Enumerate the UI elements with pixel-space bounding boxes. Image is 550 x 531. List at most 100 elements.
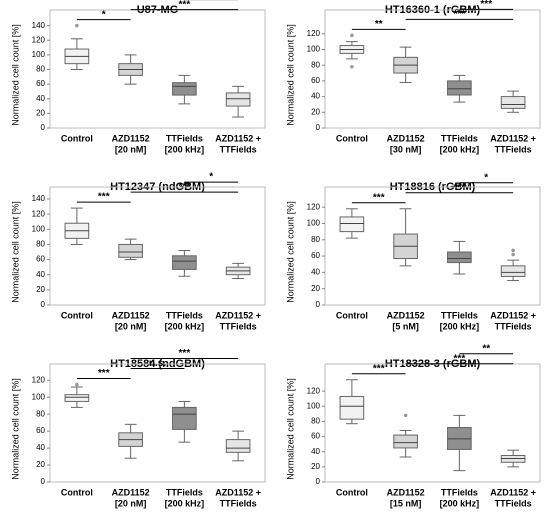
significance-label: *** <box>98 368 110 379</box>
y-tick-label: 120 <box>32 375 46 384</box>
box <box>64 394 90 402</box>
x-tick-label: TTFields <box>166 133 203 143</box>
significance-label: *** <box>480 0 492 10</box>
box <box>500 96 526 109</box>
significance-label: *** <box>373 192 385 203</box>
plot-frame <box>49 9 266 129</box>
x-tick-label: [200 kHz] <box>165 498 205 508</box>
outlier <box>511 248 515 253</box>
significance-label: ** <box>482 343 490 354</box>
y-tick-label: 0 <box>41 123 46 132</box>
significance-label: *** <box>454 9 466 20</box>
x-tick-label: TTFields <box>441 133 478 143</box>
x-tick-label: TTFields <box>441 310 478 320</box>
panel: HT18328-3 (rGBM)Normalized cell count [%… <box>285 343 541 508</box>
outlier <box>350 33 354 38</box>
box <box>118 243 143 258</box>
panel: HT18584 (ndGBM)Normalized cell count [%]… <box>10 348 266 508</box>
y-tick-label: 80 <box>311 60 320 69</box>
x-tick-label: TTFields <box>220 498 257 508</box>
significance-label: *** <box>179 182 191 193</box>
box <box>172 406 197 430</box>
significance-label: n.s. <box>149 358 166 369</box>
x-tick-label: AZD1152 + <box>490 310 536 320</box>
y-tick-label: 100 <box>32 50 46 59</box>
x-tick-label: TTFields <box>166 310 203 320</box>
y-tick-label: 20 <box>311 107 320 116</box>
significance-label: *** <box>454 182 466 193</box>
y-tick-label: 80 <box>36 240 45 249</box>
panel: HT16360-1 (rGBM)Normalized cell count [%… <box>285 0 541 154</box>
box <box>172 82 197 96</box>
x-tick-label: Control <box>336 133 368 143</box>
x-tick-label: [200 kHz] <box>165 321 205 331</box>
x-tick-label: AZD1152 + <box>490 487 536 497</box>
y-tick-label: 100 <box>307 219 321 228</box>
x-tick-label: AZD1152 <box>387 487 425 497</box>
y-tick-label: 140 <box>32 194 46 203</box>
panel: HT18816 (rGBM)Normalized cell count [%]0… <box>285 172 541 331</box>
panel: HT12347 (ndGBM)Normalized cell count [%]… <box>10 172 266 331</box>
x-tick-label: TTFields <box>220 321 257 331</box>
x-tick-label: TTFields <box>495 321 532 331</box>
y-tick-label: 20 <box>311 462 320 471</box>
y-tick-label: 140 <box>32 21 46 30</box>
y-tick-label: 0 <box>41 300 46 309</box>
y-tick-label: 40 <box>311 447 320 456</box>
x-tick-label: TTFields <box>441 487 478 497</box>
x-tick-label: [20 nM] <box>115 498 147 508</box>
significance-label: *** <box>373 363 385 374</box>
x-tick-label: Control <box>61 310 93 320</box>
box <box>339 216 365 233</box>
y-tick-label: 40 <box>36 443 45 452</box>
outlier <box>403 413 408 418</box>
x-tick-label: AZD1152 <box>112 310 150 320</box>
significance-label: *** <box>179 348 191 359</box>
box <box>225 439 251 453</box>
y-tick-label: 0 <box>41 477 46 486</box>
outlier <box>350 64 354 69</box>
plot-frame <box>324 363 541 483</box>
plot-frame <box>49 363 266 483</box>
y-tick-label: 120 <box>32 209 46 218</box>
y-tick-label: 80 <box>311 235 320 244</box>
x-tick-label: AZD1152 <box>112 133 150 143</box>
x-tick-label: [200 kHz] <box>440 321 480 331</box>
y-axis-label: Normalized cell count [%] <box>10 378 20 480</box>
x-tick-label: Control <box>61 133 93 143</box>
y-tick-label: 60 <box>311 76 320 85</box>
x-tick-label: TTFields <box>495 144 532 154</box>
outlier <box>75 382 79 387</box>
significance-label: * <box>209 172 213 183</box>
x-tick-label: AZD1152 + <box>490 133 536 143</box>
x-tick-label: AZD1152 <box>387 133 425 143</box>
plot-frame <box>324 186 541 306</box>
outlier <box>511 252 515 257</box>
y-tick-label: 80 <box>311 417 320 426</box>
y-tick-label: 120 <box>307 202 321 211</box>
outlier <box>75 23 79 28</box>
x-tick-label: TTFields <box>166 487 203 497</box>
x-tick-label: [30 nM] <box>390 144 422 154</box>
y-tick-label: 100 <box>307 45 321 54</box>
box <box>339 395 365 420</box>
x-tick-label: [15 nM] <box>390 498 422 508</box>
significance-label: * <box>102 9 106 20</box>
box <box>225 92 251 107</box>
plot-frame <box>49 186 266 306</box>
x-tick-label: [20 nM] <box>115 144 147 154</box>
y-tick-label: 0 <box>316 300 321 309</box>
x-tick-label: [200 kHz] <box>440 144 480 154</box>
y-tick-label: 60 <box>311 432 320 441</box>
y-tick-label: 100 <box>307 401 321 410</box>
y-axis-label: Normalized cell count [%] <box>285 378 295 480</box>
significance-label: * <box>484 172 488 183</box>
x-tick-label: TTFields <box>220 144 257 154</box>
y-tick-label: 60 <box>36 79 45 88</box>
box <box>447 251 472 264</box>
y-tick-label: 40 <box>311 267 320 276</box>
y-tick-label: 20 <box>36 460 45 469</box>
box <box>393 434 418 449</box>
